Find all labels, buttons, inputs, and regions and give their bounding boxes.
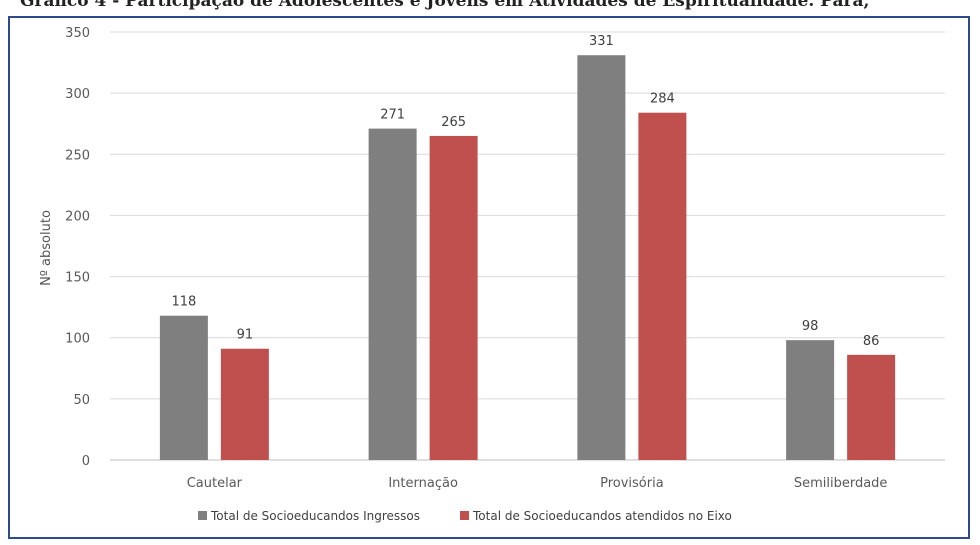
data-labels: 118 91 271 265 331 284 98 86 <box>171 34 879 349</box>
y-tick-label: 150 <box>65 271 90 286</box>
data-label: 98 <box>802 319 819 334</box>
bar-chart: 0 50 100 150 200 250 300 350 118 91 271 265 331 284 9… <box>39 26 945 523</box>
x-tick-label: Internação <box>388 476 458 491</box>
y-tick-label: 200 <box>65 209 90 224</box>
x-axis: Cautelar Internação Provisória Semiliberdad… <box>187 476 888 491</box>
legend-label-1: Total de Socioeducandos Ingressos <box>210 509 420 523</box>
bar-semiliberdade-series-2 <box>847 354 896 460</box>
x-tick-label: Provisória <box>600 476 664 491</box>
data-label: 271 <box>380 108 405 123</box>
bar-cautelar-series-1 <box>159 315 208 460</box>
data-label: 284 <box>650 92 675 107</box>
bar-provisória-series-2 <box>638 112 687 461</box>
chart-frame: 0 50 100 150 200 250 300 350 118 91 271 265 331 284 9… <box>8 16 970 539</box>
bar-semiliberdade-series-1 <box>786 340 835 460</box>
x-tick-label: Cautelar <box>187 476 243 491</box>
y-tick-label: 250 <box>65 148 90 163</box>
legend-label-2: Total de Socioeducandos atendidos no Eix… <box>472 509 732 523</box>
bar-internação-series-2 <box>429 135 478 460</box>
bar-internação-series-1 <box>368 128 417 460</box>
legend: Total de Socioeducandos Ingressos Total d… <box>198 509 732 523</box>
data-label: 86 <box>863 334 880 349</box>
y-tick-label: 0 <box>82 454 90 469</box>
y-axis-label: Nº absoluto <box>39 210 54 286</box>
bars <box>159 55 896 461</box>
legend-swatch-1 <box>198 511 207 520</box>
chart-title: Gráfico 4 - Participação de Adolescentes… <box>20 0 870 11</box>
title-strip: Gráfico 4 - Participação de Adolescentes… <box>0 0 980 18</box>
data-label: 118 <box>171 295 196 310</box>
data-label: 265 <box>441 115 466 130</box>
y-tick-label: 350 <box>65 26 90 41</box>
bar-cautelar-series-2 <box>220 348 269 460</box>
y-tick-label: 50 <box>73 393 90 408</box>
bar-provisória-series-1 <box>577 55 626 461</box>
data-label: 331 <box>589 34 614 49</box>
legend-swatch-2 <box>460 511 469 520</box>
y-axis: 0 50 100 150 200 250 300 350 <box>65 26 90 469</box>
x-tick-label: Semiliberdade <box>794 476 888 491</box>
y-tick-label: 100 <box>65 332 90 347</box>
y-tick-label: 300 <box>65 87 90 102</box>
data-label: 91 <box>237 328 254 343</box>
